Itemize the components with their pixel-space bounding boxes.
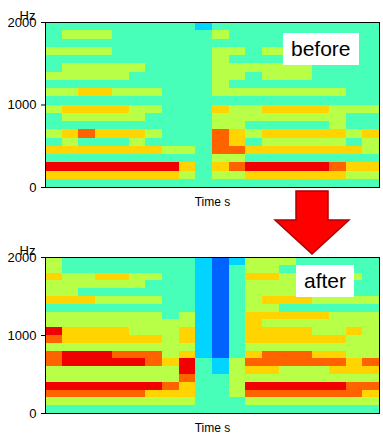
html-text:before: before bbox=[291, 37, 351, 60]
svg-text:Hz: Hz bbox=[20, 243, 36, 258]
svg-text:Time s: Time s bbox=[195, 195, 231, 209]
svg-text:Hz: Hz bbox=[20, 8, 36, 23]
svg-text:1000: 1000 bbox=[8, 328, 37, 343]
svg-text:0: 0 bbox=[29, 406, 36, 421]
svg-text:Time s: Time s bbox=[195, 421, 231, 435]
html-text:after: after bbox=[304, 269, 346, 292]
svg-text:1000: 1000 bbox=[8, 97, 37, 112]
svg-text:0: 0 bbox=[29, 180, 36, 195]
